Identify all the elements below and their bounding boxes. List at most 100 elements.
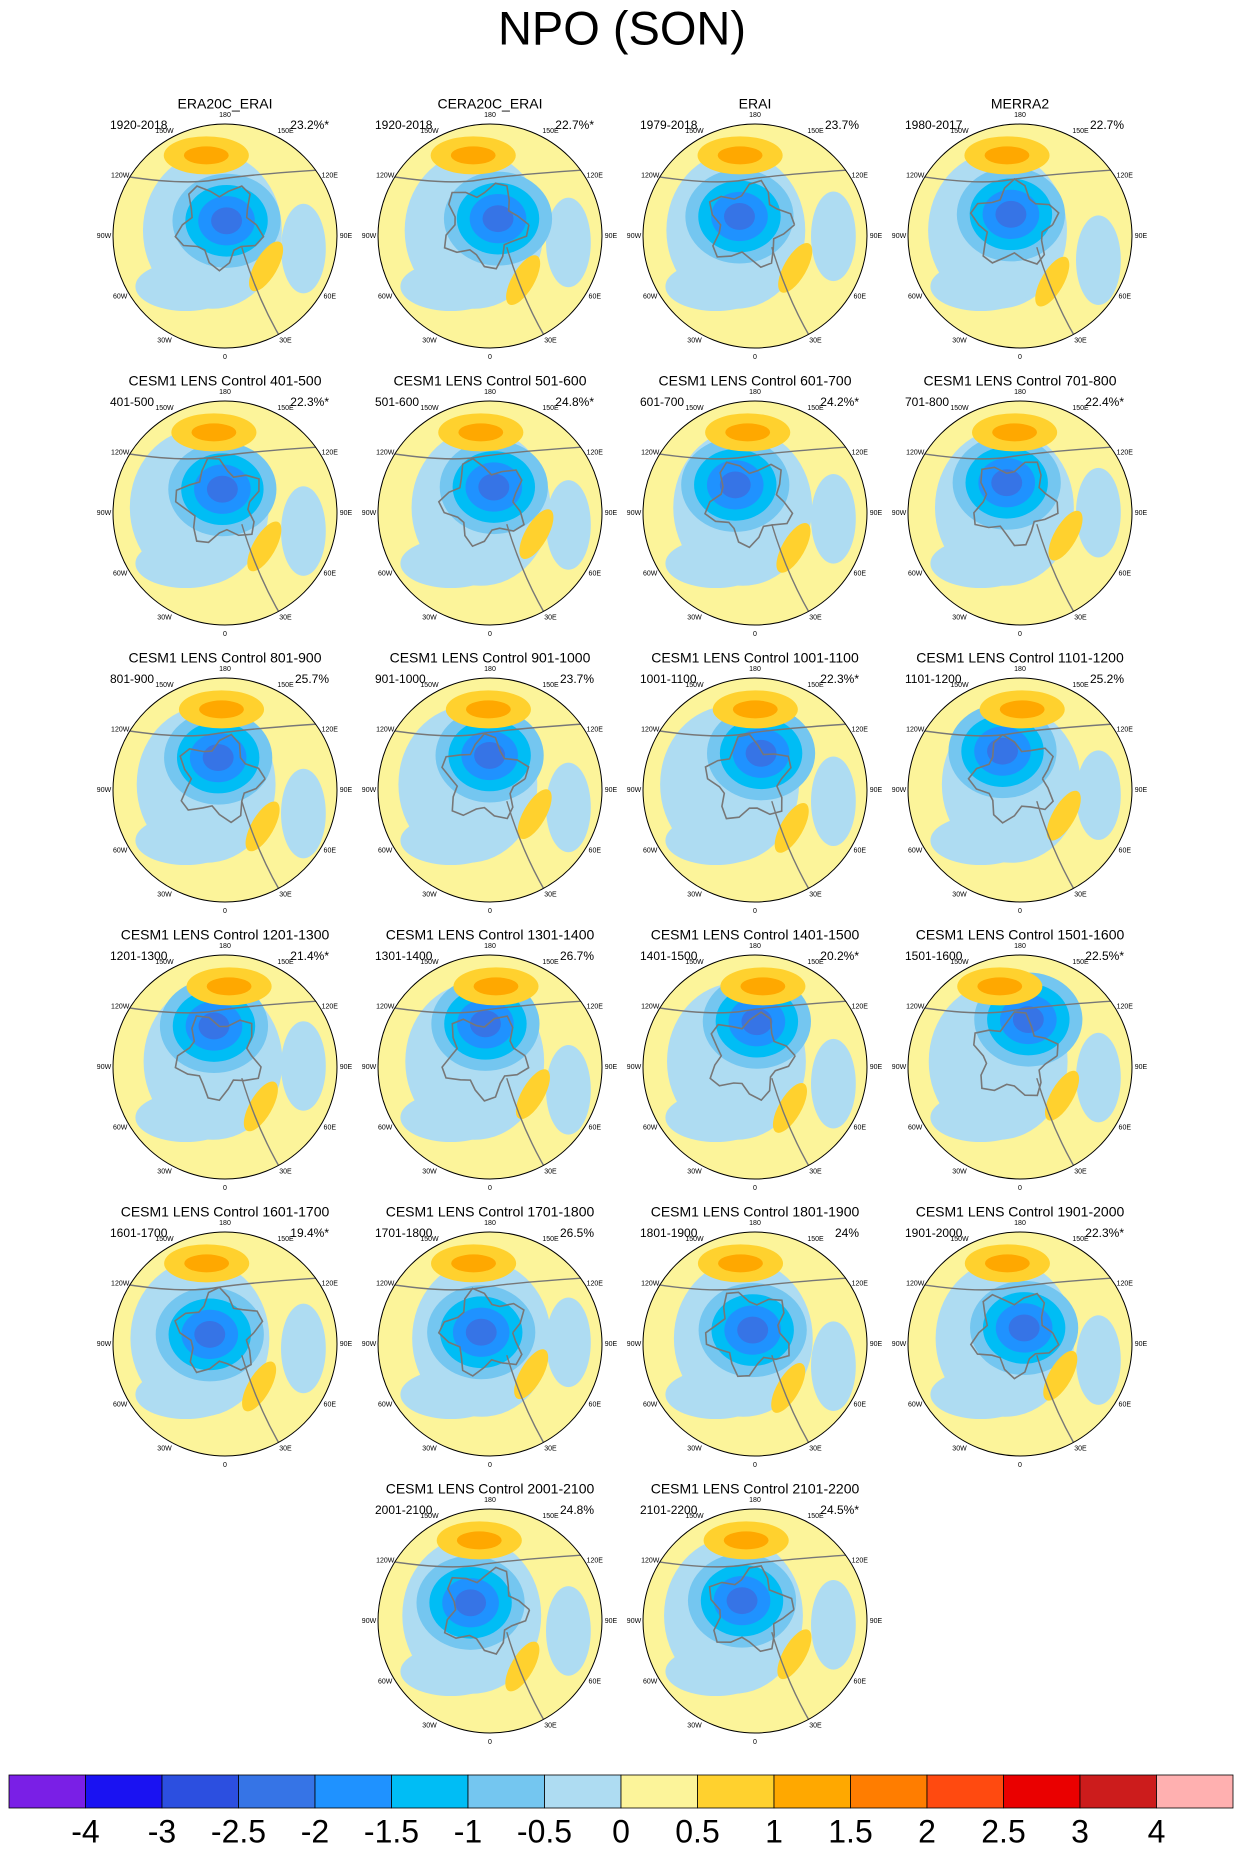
coastline (972, 1011, 1059, 1097)
panel-percent: 22.3%* (290, 395, 329, 409)
map-field (113, 1232, 337, 1456)
map-panel: CERA20C_ERAI 1920-2018 22.7%* 180 150E 120E 90… (362, 96, 618, 361)
longitude-label: 150W (155, 128, 174, 135)
negative-region (135, 1369, 237, 1420)
negative-core (211, 207, 243, 235)
positive-core (184, 1254, 230, 1273)
coastline (704, 461, 794, 549)
longitude-label: 60E (1119, 1401, 1132, 1408)
longitude-label: 60W (643, 1678, 658, 1685)
longitude-label: 60E (589, 293, 602, 300)
longitude-label: 60W (908, 1124, 923, 1131)
panel-period: 1201-1300 (110, 949, 168, 963)
panel-period: 1920-2018 (375, 118, 433, 132)
map-panel: CESM1 LENS Control 901-1000 901-1000 23.7%… (362, 650, 618, 915)
longitude-label: 150E (542, 682, 559, 689)
positive-region (242, 1361, 277, 1412)
map-panel: CESM1 LENS Control 1201-1300 1201-1300 21.… (97, 927, 353, 1192)
longitude-label: 0 (223, 1185, 227, 1192)
positive-core (977, 977, 1023, 996)
longitude-label: 90W (892, 787, 907, 794)
negative-core (478, 473, 510, 501)
longitude-label: 150E (542, 1236, 559, 1243)
longitude-label: 90E (1135, 1341, 1148, 1348)
panel-period: 1980-2017 (905, 118, 963, 132)
longitude-label: 60W (378, 847, 393, 854)
positive-core (465, 700, 511, 719)
longitude-label: 120W (641, 449, 660, 456)
colorbar-label: 1 (765, 1813, 783, 1849)
longitude-label: 60W (908, 1401, 923, 1408)
coastline (908, 168, 1132, 183)
longitude-label: 30E (1074, 892, 1087, 899)
longitude-label: 120E (587, 1280, 604, 1287)
longitude-label: 150E (1072, 128, 1089, 135)
negative-core (202, 744, 234, 772)
panel-period: 801-900 (110, 672, 154, 686)
coastline (378, 168, 602, 183)
longitude-label: 90W (97, 1341, 112, 1348)
longitude-label: 90W (362, 787, 377, 794)
longitude-label: 60E (854, 570, 867, 577)
coastline (708, 1565, 795, 1653)
map-border (112, 123, 338, 349)
longitude-label: 60W (113, 293, 128, 300)
longitude-label: 180 (219, 666, 231, 673)
map-border (377, 123, 603, 349)
coastline (443, 1566, 531, 1655)
map-panel: CESM1 LENS Control 1601-1700 1601-1700 19.… (97, 1204, 353, 1469)
panel-percent: 22.4%* (1085, 395, 1124, 409)
colorbar-box (850, 1774, 928, 1809)
longitude-label: 120W (111, 1280, 130, 1287)
coastline (174, 1286, 264, 1374)
longitude-label: 120W (906, 449, 925, 456)
longitude-label: 0 (223, 631, 227, 638)
coastline (443, 182, 530, 270)
longitude-label: 60W (643, 293, 658, 300)
positive-region (245, 801, 280, 852)
longitude-label: 150W (155, 1236, 174, 1243)
positive-region (777, 1629, 812, 1680)
longitude-label: 90W (627, 510, 642, 517)
positive-core (992, 423, 1037, 442)
coastline (437, 457, 525, 548)
longitude-label: 180 (749, 666, 761, 673)
colorbar-box (467, 1774, 545, 1809)
longitude-label: 0 (753, 1185, 757, 1192)
longitude-label: 30E (544, 615, 557, 622)
longitude-label: 90W (362, 233, 377, 240)
negative-region (400, 1369, 502, 1420)
panel-title: CESM1 LENS Control 1301-1400 (386, 927, 595, 943)
negative-region (281, 1303, 326, 1394)
longitude-label: 30W (157, 338, 172, 345)
panel-percent: 23.2%* (290, 118, 329, 132)
longitude-label: 150W (155, 959, 174, 966)
map-panel: CESM1 LENS Control 2001-2100 2001-2100 24.… (362, 1481, 618, 1746)
negative-region (400, 1092, 502, 1143)
longitude-label: 60E (589, 1124, 602, 1131)
longitude-label: 180 (749, 389, 761, 396)
positive-region (1043, 1350, 1078, 1401)
negative-region (811, 1321, 856, 1411)
longitude-label: 90E (605, 233, 618, 240)
longitude-label: 60W (113, 570, 128, 577)
coastline (709, 1011, 796, 1102)
negative-region (811, 1038, 856, 1129)
panel-period: 1401-1500 (640, 949, 698, 963)
negative-region (281, 768, 326, 859)
longitude-label: 120W (641, 726, 660, 733)
panel-percent: 21.4%* (290, 949, 329, 963)
coastline (174, 1015, 262, 1102)
longitude-label: 60W (113, 1124, 128, 1131)
panel-title: CESM1 LENS Control 1401-1500 (651, 927, 860, 943)
longitude-label: 0 (223, 908, 227, 915)
longitude-label: 0 (1018, 354, 1022, 361)
longitude-label: 120E (1117, 1280, 1134, 1287)
colorbar-label: 0 (612, 1813, 630, 1849)
longitude-label: 90W (362, 510, 377, 517)
positive-region (515, 1069, 550, 1120)
longitude-label: 90E (870, 1064, 883, 1071)
longitude-label: 30W (952, 1446, 967, 1453)
longitude-label: 0 (1018, 631, 1022, 638)
